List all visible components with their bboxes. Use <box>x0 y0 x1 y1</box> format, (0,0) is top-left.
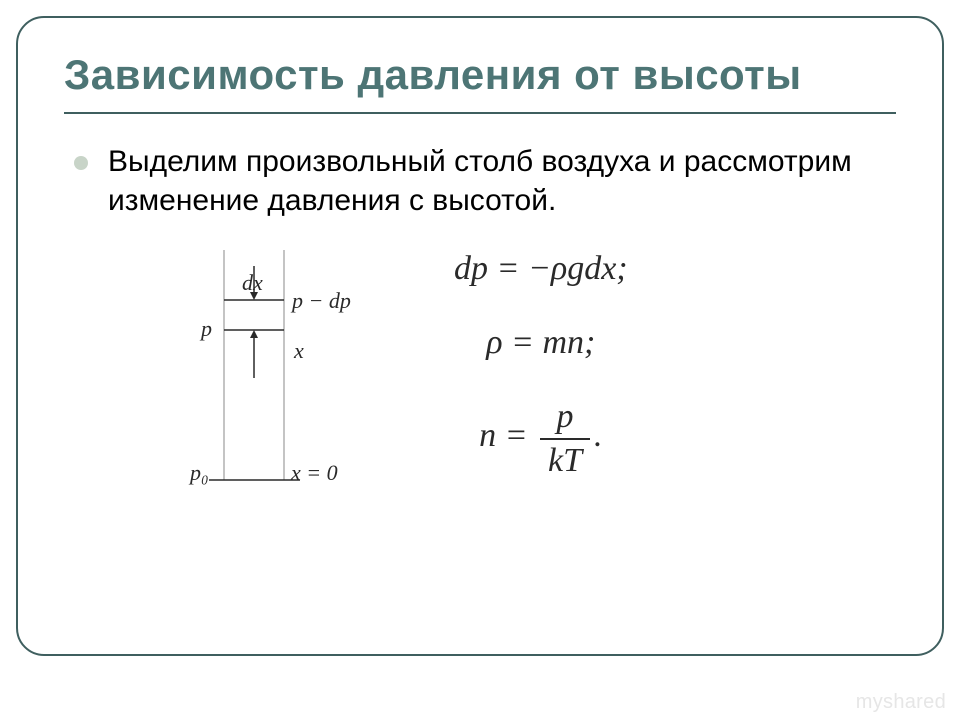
label-dx: dx <box>242 270 263 295</box>
formula-dp: dp = −ρgdx; <box>454 250 628 288</box>
watermark: myshared <box>856 691 946 714</box>
formula-block: dp = −ρgdx; ρ = mn; n = pkT. <box>454 240 628 479</box>
label-x: x <box>293 338 304 363</box>
formula-n-lhs: n = <box>479 417 536 454</box>
formula-n: n = pkT. <box>479 398 602 479</box>
label-p-minus-dp: p − dp <box>290 288 351 313</box>
formula-rho: ρ = mn; <box>486 324 595 362</box>
formula-n-tail: . <box>594 417 603 454</box>
label-x0: x = 0 <box>290 460 338 485</box>
bullet-list: Выделим произвольный столб воздуха и рас… <box>64 142 896 220</box>
title-underline <box>64 112 896 114</box>
slide-title: Зависимость давления от высоты <box>64 52 896 98</box>
content-area: dx p − dp p x p₀ x = 0 dp = −ρgdx; ρ = m… <box>64 240 896 500</box>
air-column-diagram: dx p − dp p x p₀ x = 0 <box>154 240 354 500</box>
label-p0: p₀ <box>188 460 209 485</box>
fraction-numerator: p <box>540 398 590 439</box>
bullet-item: Выделим произвольный столб воздуха и рас… <box>74 142 896 220</box>
label-p: p <box>199 316 212 341</box>
fraction: pkT <box>540 398 590 479</box>
fraction-denominator: kT <box>540 440 590 479</box>
slide-frame: Зависимость давления от высоты Выделим п… <box>16 16 944 656</box>
